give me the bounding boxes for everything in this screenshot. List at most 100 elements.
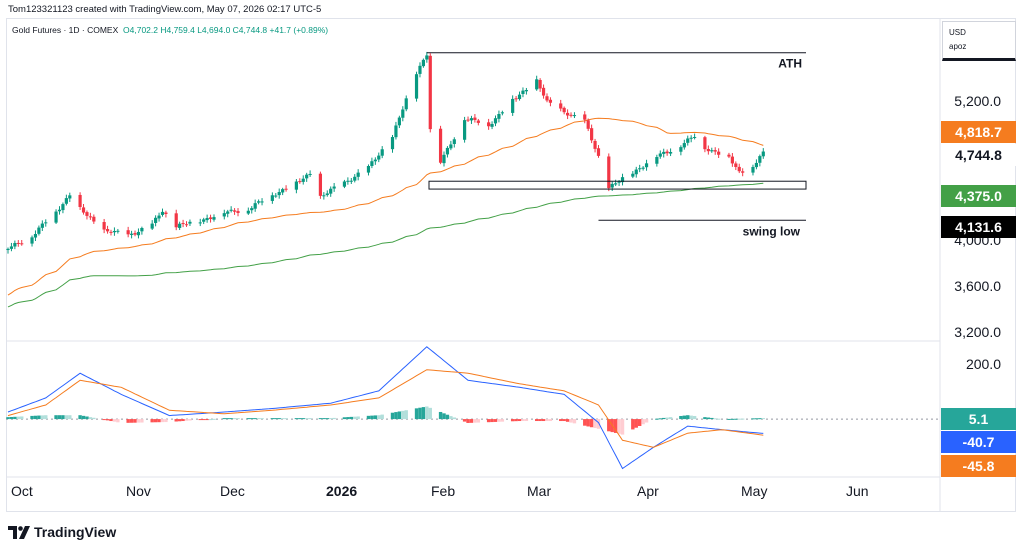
- candle-up: [9, 246, 14, 249]
- candle-up: [521, 90, 525, 94]
- candle-down: [593, 140, 597, 149]
- candle-down: [559, 103, 563, 109]
- macd-histogram-bar: [37, 415, 41, 420]
- candle-up: [277, 192, 281, 196]
- macd-histogram-bar: [81, 415, 86, 420]
- brand-name: TradingView: [34, 524, 117, 540]
- macd-histogram-bar: [373, 415, 378, 420]
- ma-fast-line: [7, 117, 764, 296]
- macd-histogram-bar: [188, 419, 192, 421]
- candle-up: [421, 59, 426, 67]
- macd-histogram-bar: [727, 418, 731, 420]
- candle-up: [301, 178, 305, 182]
- macd-histogram-bar: [689, 415, 693, 420]
- macd-histogram-bar: [54, 415, 58, 420]
- symbol-legend[interactable]: Gold Futures · 1D · COMEX O4,702.2 H4,75…: [12, 25, 328, 35]
- candle-up: [325, 193, 329, 196]
- macd-histogram-bar: [44, 415, 48, 420]
- macd-histogram-bar: [184, 419, 189, 421]
- candle-down: [92, 216, 96, 222]
- candle-up: [442, 154, 446, 164]
- candle-up: [462, 120, 467, 140]
- candle-down: [596, 148, 601, 156]
- macd-histogram-bar: [637, 419, 642, 426]
- candle-up: [332, 186, 336, 189]
- macd-histogram-bar: [304, 418, 309, 420]
- candle-up: [257, 201, 261, 203]
- candle-down: [706, 149, 710, 152]
- macd-histogram-bar: [737, 418, 741, 420]
- ath-label: ATH: [778, 57, 802, 71]
- macd-histogram-bar: [493, 419, 498, 422]
- candle-up: [631, 173, 635, 177]
- candle-up: [250, 208, 254, 211]
- candle-down: [713, 150, 717, 152]
- tradingview-logo[interactable]: TradingView: [8, 524, 116, 540]
- macd-histogram-bar: [109, 419, 113, 422]
- macd-histogram-bar: [253, 418, 257, 420]
- macd-histogram-bar: [754, 418, 759, 420]
- macd-histogram-bar: [380, 414, 384, 420]
- candle-up: [270, 195, 274, 201]
- candle-up: [397, 117, 401, 126]
- candle-up: [686, 138, 690, 143]
- candle-down: [298, 181, 302, 183]
- macd-histogram-bar: [572, 419, 577, 424]
- macd-histogram-bar: [548, 419, 553, 422]
- candle-up: [202, 219, 206, 222]
- macd-histogram-bar: [414, 408, 419, 420]
- macd-histogram-bar: [559, 419, 563, 422]
- candle-up: [64, 198, 68, 204]
- last-price-tag: 4,744.8: [941, 144, 1016, 166]
- candle-up: [511, 98, 515, 113]
- macd-histogram-bar: [706, 417, 711, 420]
- macd-histogram-bar: [198, 419, 202, 421]
- candle-down: [78, 194, 82, 208]
- macd-histogram-bar: [497, 419, 501, 422]
- time-axis-label: May: [741, 483, 768, 499]
- candle-down: [133, 233, 137, 235]
- candle-up: [44, 222, 48, 224]
- macd-histogram-bar: [112, 419, 117, 422]
- macd-histogram-bar: [88, 417, 93, 420]
- candle-up: [54, 211, 58, 223]
- ma-slow-line: [7, 182, 764, 308]
- macd-histogram-bar: [617, 419, 621, 434]
- candle-up: [346, 180, 350, 182]
- candle-up: [229, 209, 233, 211]
- macd-histogram-bar: [710, 417, 714, 420]
- macd-histogram-bar: [284, 418, 288, 420]
- candle-up: [349, 180, 353, 182]
- time-axis-label: Dec: [220, 483, 245, 499]
- macd-histogram-bar: [583, 419, 587, 426]
- candle-up: [380, 149, 384, 156]
- macd-histogram-bar: [662, 417, 666, 420]
- macd-histogram-bar: [655, 418, 659, 420]
- macd-histogram-bar: [740, 418, 745, 420]
- price-axis-label: 3,200.0: [954, 324, 1001, 340]
- time-axis-label: Feb: [431, 483, 456, 499]
- macd-histogram-bar: [164, 419, 168, 423]
- macd-histogram-bar: [758, 418, 762, 420]
- candle-up: [154, 217, 158, 223]
- macd-histogram-bar: [30, 415, 34, 420]
- candle-down: [565, 112, 570, 116]
- macd-histogram-bar: [9, 416, 14, 420]
- candle-up: [61, 204, 65, 211]
- macd-histogram-bar: [620, 419, 625, 435]
- candle-down: [703, 137, 707, 150]
- candle-up: [490, 124, 494, 127]
- candle-up: [373, 159, 377, 162]
- macd-histogram-bar: [716, 418, 721, 420]
- time-axis-label: Apr: [637, 483, 659, 499]
- histogram-value-tag: 5.1: [941, 408, 1016, 430]
- macd-histogram-bar: [40, 415, 45, 420]
- macd-histogram-bar: [78, 415, 82, 420]
- currency-scale-selector[interactable]: USD apoz: [942, 21, 1016, 61]
- candle-down: [85, 212, 89, 216]
- candle-up: [638, 168, 642, 170]
- candle-up: [116, 230, 120, 232]
- time-axis-label: Mar: [527, 483, 552, 499]
- candle-up: [620, 177, 625, 183]
